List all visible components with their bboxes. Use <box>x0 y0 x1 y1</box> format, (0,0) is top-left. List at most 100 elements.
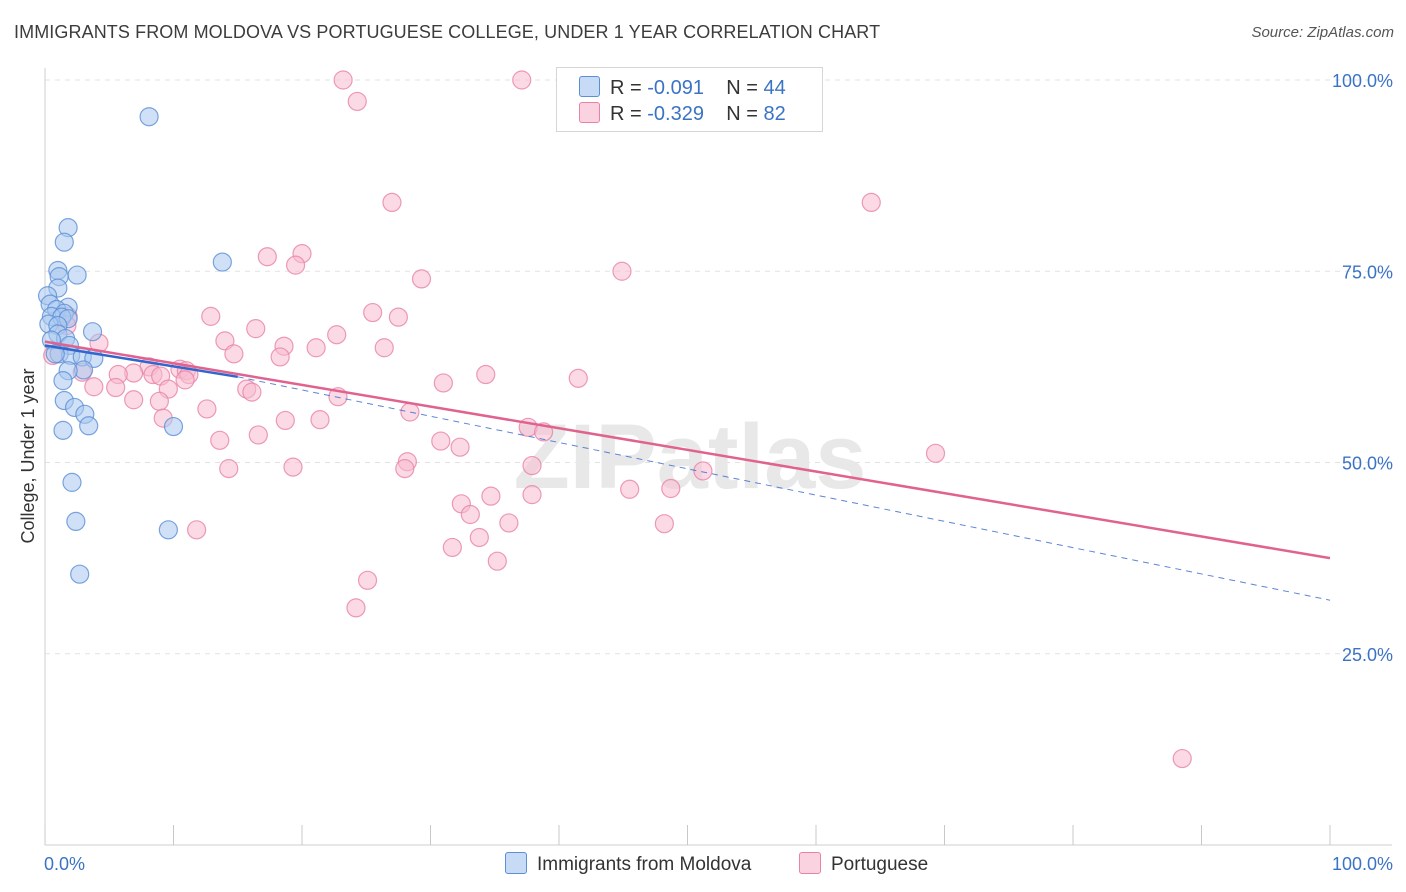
portuguese-point <box>487 551 507 571</box>
portuguese-point <box>310 410 330 430</box>
portuguese-point <box>661 478 681 499</box>
moldova-trend-extension <box>237 376 1331 601</box>
tick-labels: 100.0% 75.0% 50.0% 25.0% 0.0% 100.0% <box>44 71 1393 874</box>
portuguese-point <box>522 455 542 476</box>
portuguese-point <box>149 391 169 411</box>
portuguese-point <box>333 70 353 90</box>
moldova-swatch <box>505 852 527 874</box>
portuguese-point <box>283 457 303 477</box>
portuguese-point <box>388 307 408 327</box>
portuguese-point <box>481 486 501 506</box>
moldova-point <box>53 420 73 440</box>
portuguese-point <box>219 459 239 479</box>
r-value: -0.329 <box>647 103 704 125</box>
portuguese-point <box>201 306 221 326</box>
legend-label: Immigrants from Moldova <box>537 854 752 875</box>
n-value: 82 <box>763 103 786 125</box>
portuguese-swatch <box>799 852 821 874</box>
portuguese-point <box>257 247 277 267</box>
moldova-point <box>45 344 65 364</box>
portuguese-point <box>246 319 266 339</box>
n-value: 44 <box>763 77 786 99</box>
portuguese-point <box>357 570 378 590</box>
portuguese-trend-line <box>44 340 1331 560</box>
y-tick-label: 75.0% <box>1342 262 1393 282</box>
portuguese-point <box>306 338 326 358</box>
r-value: -0.091 <box>647 77 704 99</box>
portuguese-point <box>346 598 366 618</box>
portuguese-point <box>499 513 519 533</box>
portuguese-point <box>84 377 104 397</box>
axes <box>44 68 1392 846</box>
moldova-point <box>62 472 82 492</box>
portuguese-point <box>450 437 470 457</box>
portuguese-point <box>925 443 946 463</box>
legend-row-portuguese: R = -0.329 N = 82 <box>579 102 786 126</box>
moldova-point <box>158 520 178 540</box>
y-tick-label: 25.0% <box>1342 645 1393 665</box>
portuguese-point <box>469 527 489 548</box>
moldova-trend-line <box>44 344 238 379</box>
chart-title: IMMIGRANTS FROM MOLDOVA VS PORTUGUESE CO… <box>14 22 881 42</box>
portuguese-point <box>382 192 402 212</box>
r-label: R = <box>610 103 642 125</box>
moldova-point <box>54 232 74 252</box>
portuguese-point <box>693 461 713 481</box>
moldova-swatch <box>579 76 600 97</box>
legend-row-moldova: R = -0.091 N = 44 <box>579 76 786 100</box>
watermark: ZIPatlas <box>514 406 867 508</box>
portuguese-point <box>210 430 230 450</box>
portuguese-point <box>620 479 640 499</box>
portuguese-point <box>460 504 480 525</box>
portuguese-point <box>374 338 394 358</box>
r-label: R = <box>610 77 642 99</box>
portuguese-point <box>411 269 432 289</box>
portuguese-point <box>106 377 126 398</box>
portuguese-point <box>568 368 588 388</box>
moldova-point <box>70 564 90 584</box>
n-label: N = <box>726 77 758 99</box>
portuguese-point <box>522 485 542 505</box>
portuguese-point <box>175 370 195 390</box>
legend-item-moldova[interactable]: Immigrants from Moldova <box>505 852 751 876</box>
n-label: N = <box>726 103 758 125</box>
moldova-point <box>212 252 232 272</box>
data-points <box>37 70 1192 769</box>
legend-label: Portuguese <box>831 854 929 875</box>
portuguese-point <box>197 399 217 419</box>
portuguese-point <box>433 373 453 393</box>
grid-lines <box>45 79 1392 655</box>
x-tick-label: 100.0% <box>1332 854 1393 874</box>
portuguese-point <box>512 70 532 90</box>
portuguese-point <box>442 537 462 558</box>
moldova-point <box>163 416 184 437</box>
portuguese-point <box>215 331 235 351</box>
portuguese-point <box>275 410 295 431</box>
moldova-point <box>82 322 103 342</box>
portuguese-point <box>285 255 306 275</box>
portuguese-point <box>270 347 290 367</box>
y-axis-label: College, Under 1 year <box>18 368 38 543</box>
portuguese-point <box>363 302 383 323</box>
moldova-point <box>53 371 73 391</box>
portuguese-point <box>347 91 367 112</box>
portuguese-point <box>431 431 451 451</box>
moldova-point <box>66 511 86 532</box>
y-tick-label: 50.0% <box>1342 454 1393 474</box>
portuguese-point <box>224 344 244 364</box>
portuguese-point <box>476 364 496 385</box>
stats-legend: R = -0.091 N = 44 R = -0.329 N = 82 <box>556 67 823 132</box>
legend-item-portuguese[interactable]: Portuguese <box>799 852 928 876</box>
moldova-point <box>139 107 159 127</box>
portuguese-point <box>861 192 881 212</box>
portuguese-point <box>400 402 420 422</box>
x-tick-label: 0.0% <box>44 854 85 874</box>
portuguese-point <box>612 261 632 281</box>
portuguese-point <box>124 390 144 410</box>
moldova-point <box>79 416 99 436</box>
y-tick-label: 100.0% <box>1332 71 1393 91</box>
portuguese-point <box>187 520 207 540</box>
portuguese-point <box>654 514 674 534</box>
portuguese-point <box>395 459 415 479</box>
